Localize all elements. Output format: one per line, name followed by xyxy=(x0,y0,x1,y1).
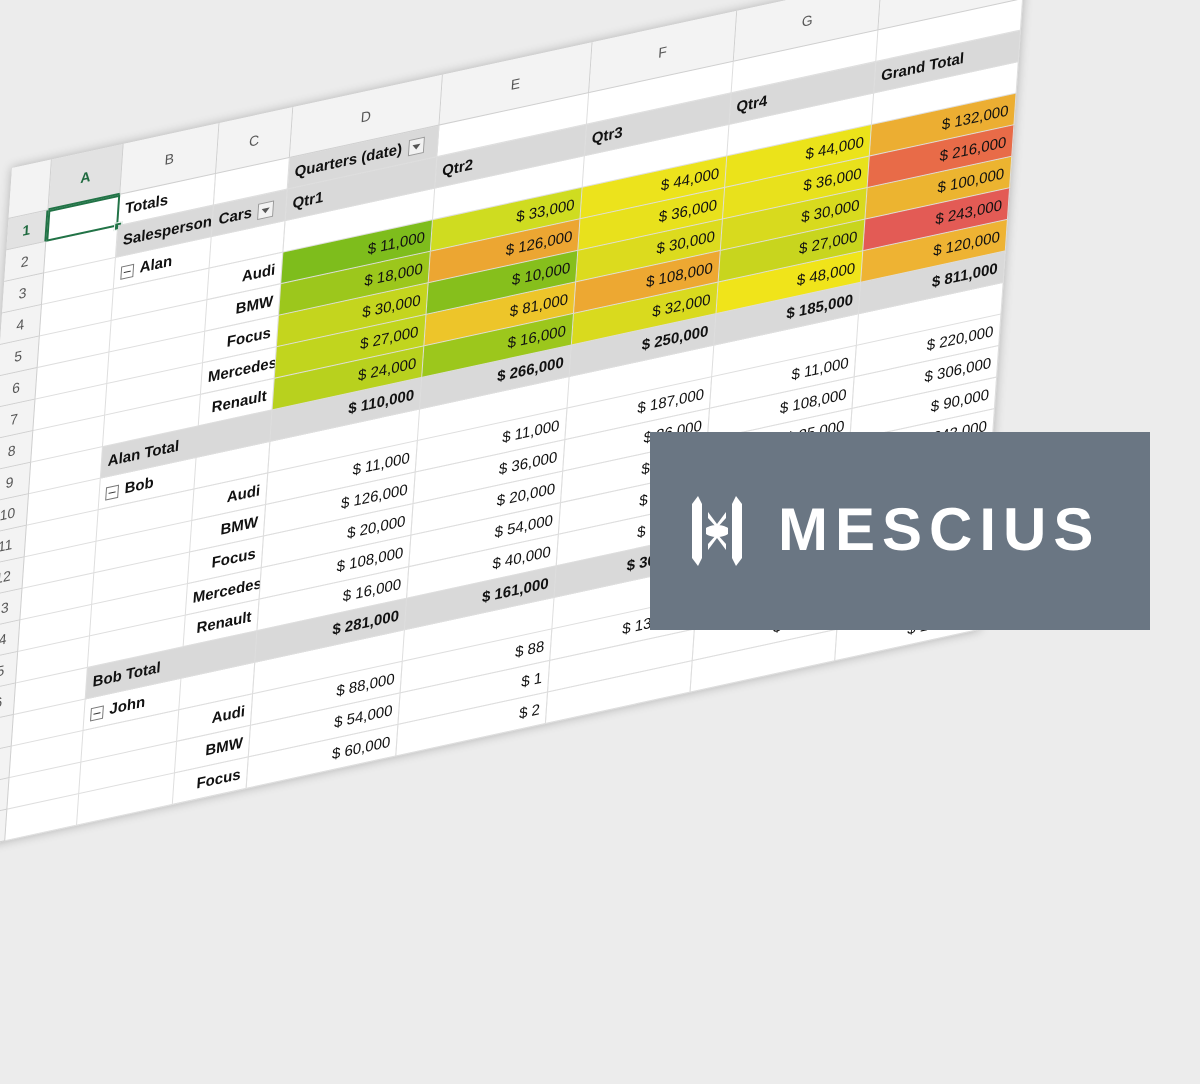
brand-panel: MESCIUS xyxy=(650,432,1150,630)
brand-name: MESCIUS xyxy=(778,496,1101,563)
worksheet-grid: ABCDEFGH1234567891011121314151617181920T… xyxy=(0,0,1027,850)
filter-dropdown-icon[interactable] xyxy=(257,200,275,221)
filter-dropdown-icon[interactable] xyxy=(407,136,425,157)
group-name: Bob xyxy=(124,473,155,498)
collapse-toggle-icon[interactable] xyxy=(90,704,104,721)
mescius-logo-mark-icon xyxy=(692,496,742,566)
collapse-toggle-icon[interactable] xyxy=(120,263,135,280)
group-name: John xyxy=(108,693,146,719)
group-name: Alan xyxy=(139,252,173,277)
row-field-label: Cars xyxy=(218,204,253,229)
filter-label-text: Totals xyxy=(124,191,169,218)
collapse-toggle-icon[interactable] xyxy=(105,484,120,501)
